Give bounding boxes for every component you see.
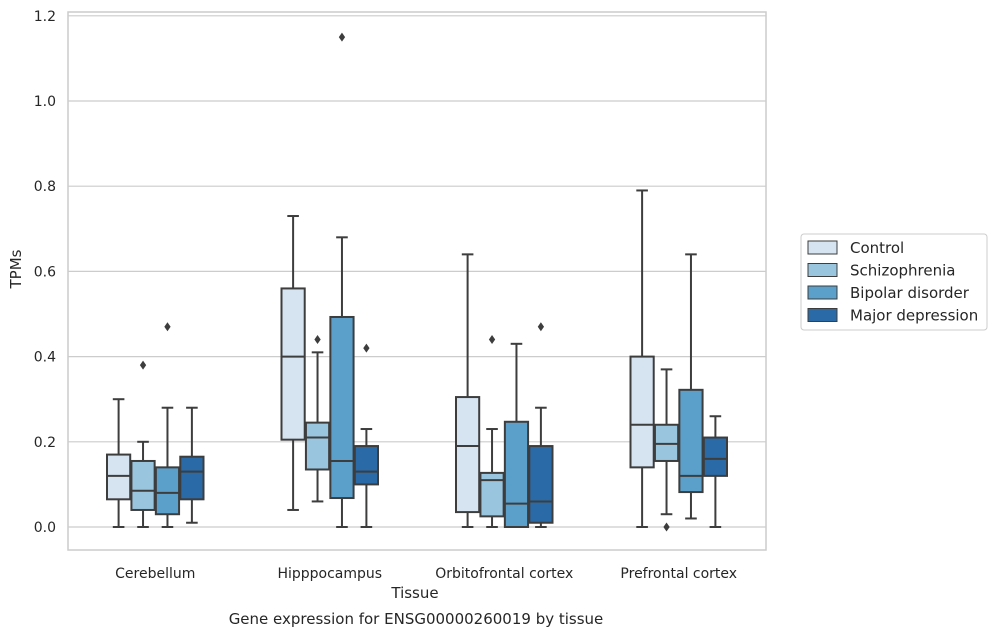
box-body xyxy=(629,355,655,469)
box-2-1 xyxy=(479,335,505,528)
x-tick-label: Cerebellum xyxy=(115,566,195,582)
y-tick-label: 0.8 xyxy=(34,179,56,195)
box-layer xyxy=(106,32,728,532)
y-tick-label: 0.2 xyxy=(34,435,56,451)
box-2-2 xyxy=(503,342,530,529)
box-0-3 xyxy=(179,406,205,524)
outlier-point xyxy=(488,335,496,345)
grid-layer xyxy=(68,15,766,528)
x-tick-label: Orbitofrontal cortex xyxy=(435,566,573,582)
legend: Control Schizophrenia Bipolar disorder Majo… xyxy=(800,233,988,331)
box-3-3 xyxy=(702,415,728,528)
box-body xyxy=(479,471,505,518)
box-3-1 xyxy=(653,368,680,532)
outlier-point xyxy=(164,322,171,332)
box-2-3 xyxy=(528,322,554,528)
legend-swatch xyxy=(807,285,838,300)
box-body xyxy=(329,315,355,500)
x-tick-labels: Cerebellum Hipppocampus Orbitofrontal cort… xyxy=(115,566,737,582)
y-axis-title: TPMs xyxy=(7,249,25,289)
outlier-point xyxy=(537,322,545,332)
legend-swatch xyxy=(807,263,838,277)
box-1-0 xyxy=(280,215,306,511)
box-body xyxy=(702,436,728,477)
outlier-point xyxy=(663,522,670,532)
box-1-3 xyxy=(353,343,379,528)
box-body xyxy=(503,420,530,529)
box-0-1 xyxy=(130,360,156,528)
x-axis-title: Tissue xyxy=(390,584,438,602)
box-3-0 xyxy=(629,189,655,528)
box-1-1 xyxy=(304,335,331,503)
legend-swatch xyxy=(807,240,838,255)
y-tick-label: 1.0 xyxy=(34,94,56,110)
x-tick-label: Hipppocampus xyxy=(277,566,382,582)
y-tick-label: 0.0 xyxy=(34,520,56,536)
box-body xyxy=(528,445,554,524)
box-0-2 xyxy=(154,322,181,528)
y-tick-labels: 0.0 0.2 0.4 0.6 0.8 1.0 1.2 xyxy=(34,9,56,536)
box-2-0 xyxy=(455,253,481,528)
legend-label: Bipolar disorder xyxy=(850,284,970,302)
plot-frame xyxy=(67,11,767,551)
x-tick-label: Prefrontal cortex xyxy=(620,566,737,582)
box-body xyxy=(455,396,481,514)
box-body xyxy=(130,459,156,511)
outlier-point xyxy=(338,32,346,42)
box-3-2 xyxy=(678,253,704,520)
box-body xyxy=(280,287,306,441)
y-tick-label: 0.6 xyxy=(34,264,56,280)
box-1-2 xyxy=(329,32,355,528)
outlier-point xyxy=(363,343,370,353)
box-body xyxy=(304,421,331,471)
outlier-point xyxy=(314,335,321,345)
box-body xyxy=(179,455,205,501)
box-body xyxy=(678,388,704,494)
legend-label: Major depression xyxy=(850,307,978,325)
chart-title: Gene expression for ENSG00000260019 by t… xyxy=(229,610,604,628)
outlier-point xyxy=(139,360,147,370)
legend-swatch xyxy=(807,308,838,322)
legend-label: Control xyxy=(850,239,904,257)
box-body xyxy=(653,423,680,462)
box-0-0 xyxy=(106,398,132,528)
y-tick-label: 0.4 xyxy=(34,350,56,366)
legend-label: Schizophrenia xyxy=(850,262,955,280)
y-tick-label: 1.2 xyxy=(34,9,56,25)
box-body xyxy=(154,466,181,516)
box-body xyxy=(353,445,379,486)
box-body xyxy=(106,453,132,501)
legend-frame xyxy=(800,233,988,331)
